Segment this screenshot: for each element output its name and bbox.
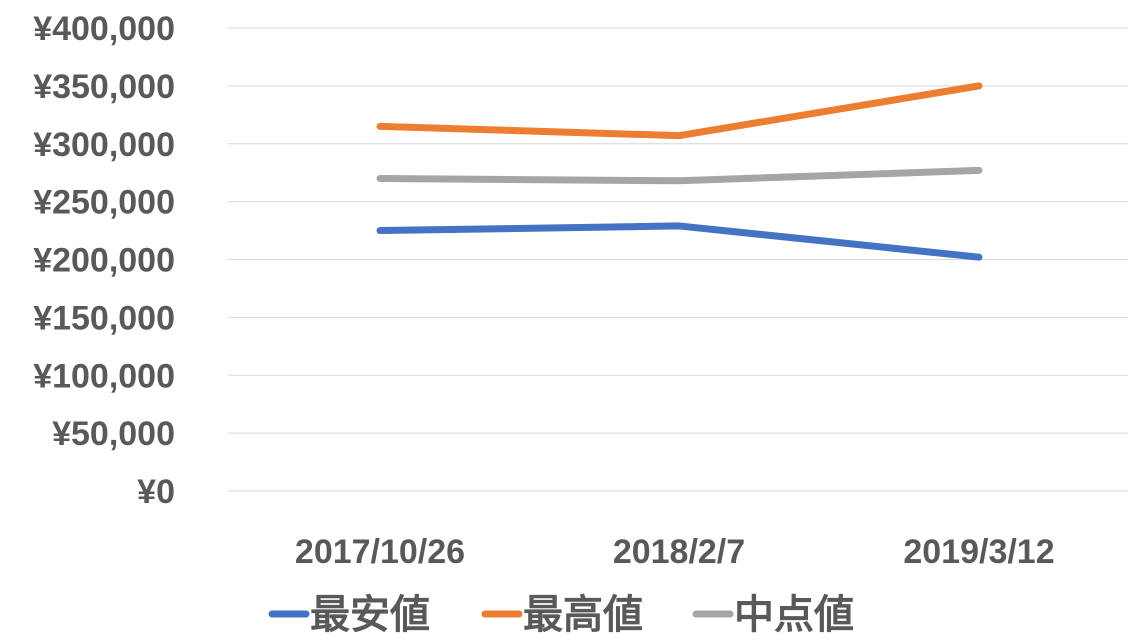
data-point: [977, 168, 981, 172]
y-tick-label: ¥350,000: [33, 68, 175, 106]
legend-label: 最安値: [310, 592, 430, 638]
data-point: [977, 255, 981, 259]
data-point: [677, 179, 681, 183]
data-point: [378, 176, 382, 180]
x-axis-ticks: 2017/10/26 2018/2/7 2019/3/12: [295, 533, 1055, 571]
y-tick-label: ¥300,000: [33, 126, 175, 164]
y-tick-label: ¥0: [137, 473, 175, 511]
data-point: [977, 84, 981, 88]
x-tick-label: 2017/10/26: [295, 533, 465, 571]
y-tick-label: ¥100,000: [33, 357, 175, 395]
y-tick-label: ¥150,000: [33, 299, 175, 337]
y-tick-label: ¥200,000: [33, 242, 175, 280]
series-line-3: [376, 166, 983, 185]
data-point: [677, 224, 681, 228]
y-tick-label: ¥50,000: [52, 415, 175, 453]
series-line-1: [376, 222, 983, 261]
y-axis-ticks: ¥0 ¥50,000 ¥100,000 ¥150,000 ¥200,000 ¥250,00…: [33, 10, 175, 511]
data-point: [378, 229, 382, 233]
legend-label: 中点値: [734, 592, 854, 638]
series-line-2: [376, 82, 983, 140]
legend-label: 最高値: [523, 592, 643, 638]
x-tick-label: 2018/2/7: [613, 533, 745, 571]
data-point: [677, 134, 681, 138]
y-tick-label: ¥400,000: [33, 10, 175, 48]
y-tick-label: ¥250,000: [33, 184, 175, 222]
series-lines: [376, 82, 983, 261]
gridlines: [228, 27, 1128, 492]
data-point: [378, 124, 382, 128]
legend: 最安値 最高値 中点値: [268, 592, 854, 638]
x-tick-label: 2019/3/12: [903, 533, 1054, 571]
